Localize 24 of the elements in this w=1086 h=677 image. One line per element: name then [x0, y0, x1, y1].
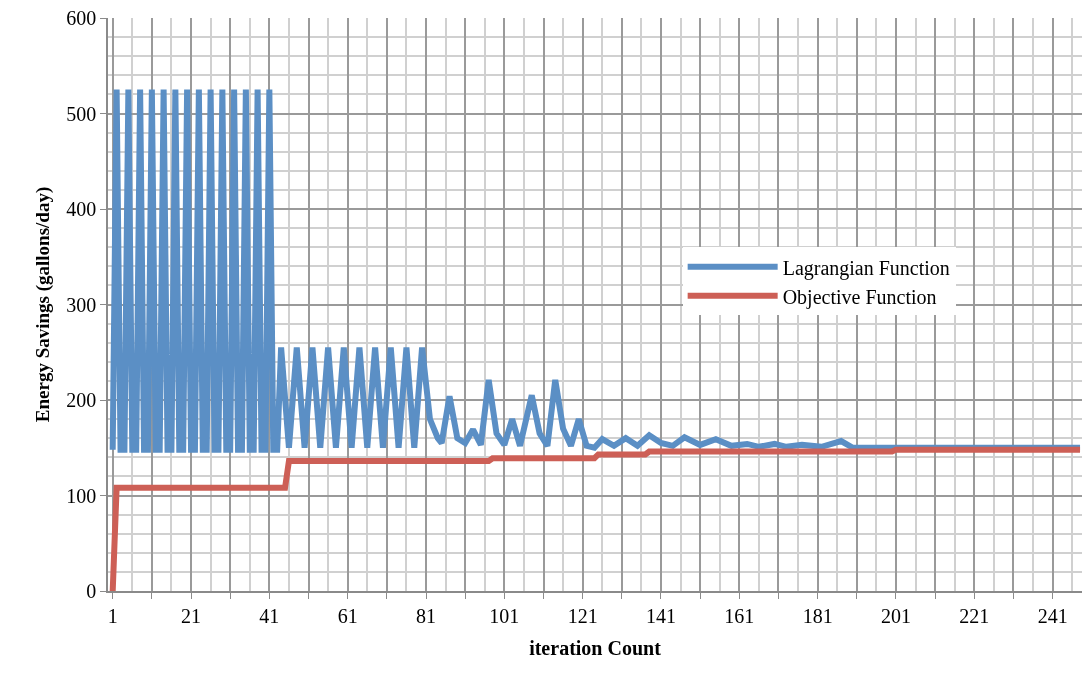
x-tick-label: 221: [959, 604, 990, 627]
x-tick-label: 181: [802, 604, 833, 627]
legend-label: Lagrangian Function: [782, 256, 950, 280]
x-tick-label: 141: [645, 604, 676, 627]
x-tick-label: 61: [337, 604, 358, 627]
y-tick-label: 400: [66, 198, 97, 220]
x-tick-label: 81: [416, 604, 437, 627]
x-tick-label: 41: [259, 604, 280, 627]
legend-label: Objective Function: [782, 285, 937, 309]
x-tick-label: 1: [107, 604, 118, 627]
y-tick-label: 500: [66, 102, 97, 125]
y-tick-label: 300: [66, 293, 97, 316]
x-tick-label: 201: [880, 604, 911, 627]
y-tick-label: 200: [66, 389, 97, 411]
y-tick-label: 0: [86, 580, 97, 602]
y-axis-title: Energy Savings (gallons/day): [31, 186, 54, 423]
y-tick-label: 600: [66, 7, 97, 29]
x-axis-title: iteration Count: [529, 636, 662, 659]
x-tick-label: 241: [1037, 604, 1068, 627]
x-tick-label: 161: [724, 604, 755, 627]
x-tick-label: 101: [489, 604, 520, 627]
y-tick-label: 100: [66, 484, 97, 507]
x-tick-label: 121: [567, 604, 598, 627]
x-tick-label: 21: [181, 604, 202, 627]
